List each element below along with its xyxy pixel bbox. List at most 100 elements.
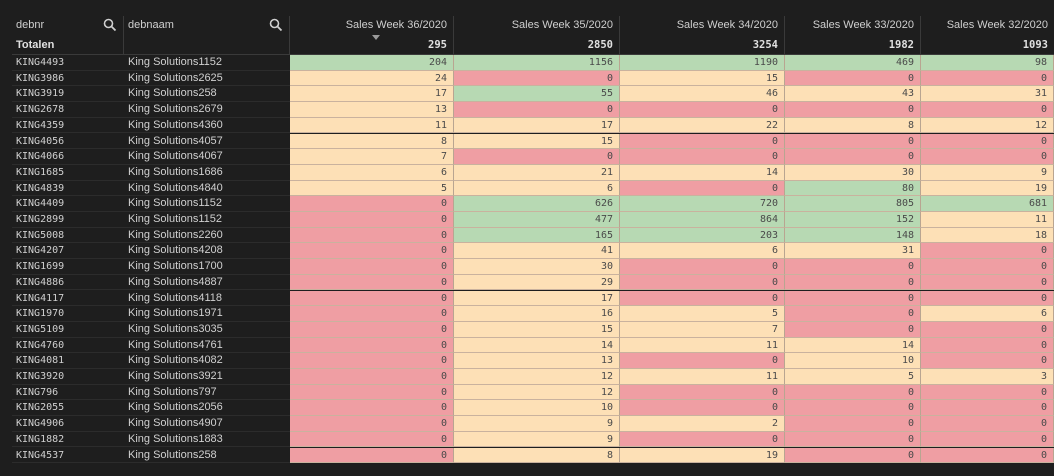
table-row[interactable]: KING4760 King Solutions4761 0 14 11 14 0 — [12, 337, 1054, 354]
table-row[interactable]: KING4839 King Solutions4840 5 6 0 80 19 — [12, 180, 1054, 197]
debnaam-cell[interactable]: King Solutions4067 — [124, 149, 290, 165]
debnr-cell[interactable]: KING3920 — [12, 369, 124, 385]
debnaam-cell[interactable]: King Solutions1152 — [124, 196, 290, 212]
table-row[interactable]: KING5109 King Solutions3035 0 15 7 0 0 — [12, 321, 1054, 338]
debnaam-cell[interactable]: King Solutions4840 — [124, 181, 290, 197]
debnr-cell[interactable]: KING2678 — [12, 102, 124, 118]
debnaam-cell[interactable]: King Solutions258 — [124, 448, 290, 464]
table-row[interactable]: KING1882 King Solutions1883 0 9 0 0 0 — [12, 431, 1054, 448]
debnaam-cell[interactable]: King Solutions4907 — [124, 416, 290, 432]
table-row[interactable]: KING2899 King Solutions1152 0 477 864 152 11 — [12, 212, 1054, 228]
debnr-cell[interactable]: KING3919 — [12, 86, 124, 103]
table-row[interactable]: KING4537 King Solutions258 0 8 19 0 0 — [12, 447, 1054, 464]
column-header-week-32[interactable]: Sales Week 32/2020 — [921, 16, 1054, 36]
sales-value-cell: 19 — [921, 180, 1054, 197]
debnaam-cell[interactable]: King Solutions4208 — [124, 243, 290, 260]
debnaam-cell[interactable]: King Solutions1883 — [124, 432, 290, 448]
debnaam-cell[interactable]: King Solutions2625 — [124, 71, 290, 87]
column-header-week-34[interactable]: Sales Week 34/2020 — [620, 16, 785, 36]
debnaam-cell[interactable]: King Solutions2260 — [124, 228, 290, 244]
debnr-cell[interactable]: KING3986 — [12, 71, 124, 87]
sales-value-cell: 12 — [921, 117, 1054, 134]
debnr-cell[interactable]: KING4906 — [12, 416, 124, 432]
search-icon[interactable] — [103, 18, 117, 32]
column-header-debnaam[interactable]: debnaam — [124, 16, 290, 36]
table-row[interactable]: KING796 King Solutions797 0 12 0 0 0 — [12, 384, 1054, 401]
debnr-cell[interactable]: KING4117 — [12, 291, 124, 307]
table-row[interactable]: KING3986 King Solutions2625 24 0 15 0 0 — [12, 70, 1054, 87]
debnr-cell[interactable]: KING1699 — [12, 259, 124, 275]
debnaam-cell[interactable]: King Solutions4360 — [124, 118, 290, 134]
sales-value-cell: 0 — [290, 321, 454, 338]
table-row[interactable]: KING1970 King Solutions1971 0 16 5 0 6 — [12, 306, 1054, 322]
debnr-cell[interactable]: KING4839 — [12, 181, 124, 197]
table-row[interactable]: KING3920 King Solutions3921 0 12 11 5 3 — [12, 369, 1054, 385]
debnr-cell[interactable]: KING4886 — [12, 275, 124, 291]
debnaam-cell[interactable]: King Solutions1686 — [124, 165, 290, 181]
column-header-label: Sales Week 35/2020 — [511, 19, 613, 31]
debnr-cell[interactable]: KING4359 — [12, 118, 124, 134]
search-icon[interactable] — [269, 18, 283, 32]
sales-value-cell: 0 — [290, 369, 454, 385]
table-row[interactable]: KING4886 King Solutions4887 0 29 0 0 0 — [12, 274, 1054, 291]
debnr-cell[interactable]: KING2899 — [12, 212, 124, 228]
debnaam-cell[interactable]: King Solutions4057 — [124, 134, 290, 150]
table-row[interactable]: KING1685 King Solutions1686 6 21 14 30 9 — [12, 164, 1054, 181]
debnaam-cell[interactable]: King Solutions258 — [124, 86, 290, 103]
sales-value-cell: 46 — [620, 86, 785, 103]
debnr-cell[interactable]: KING4207 — [12, 243, 124, 260]
table-row[interactable]: KING4117 King Solutions4118 0 17 0 0 0 — [12, 290, 1054, 307]
debnaam-cell[interactable]: King Solutions4082 — [124, 353, 290, 369]
table-row[interactable]: KING4056 King Solutions4057 8 15 0 0 0 — [12, 133, 1054, 150]
debnr-cell[interactable]: KING4760 — [12, 338, 124, 354]
debnaam-cell[interactable]: King Solutions1700 — [124, 259, 290, 275]
table-row[interactable]: KING4906 King Solutions4907 0 9 2 0 0 — [12, 416, 1054, 432]
debnaam-cell[interactable]: King Solutions1152 — [124, 212, 290, 228]
table-row[interactable]: KING2055 King Solutions2056 0 10 0 0 0 — [12, 400, 1054, 417]
sales-value-cell: 681 — [921, 196, 1054, 212]
table-row[interactable]: KING5008 King Solutions2260 0 165 203 148 18 — [12, 227, 1054, 244]
table-row[interactable]: KING2678 King Solutions2679 13 0 0 0 0 — [12, 102, 1054, 118]
debnaam-cell[interactable]: King Solutions1971 — [124, 306, 290, 322]
debnaam-cell[interactable]: King Solutions797 — [124, 385, 290, 401]
sales-value-cell: 0 — [921, 431, 1054, 448]
table-row[interactable]: KING1699 King Solutions1700 0 30 0 0 0 — [12, 259, 1054, 275]
sales-value-cell: 152 — [785, 212, 921, 228]
debnaam-cell[interactable]: King Solutions2679 — [124, 102, 290, 118]
table-row[interactable]: KING4207 King Solutions4208 0 41 6 31 0 — [12, 243, 1054, 260]
debnaam-cell[interactable]: King Solutions2056 — [124, 400, 290, 417]
debnr-cell[interactable]: KING1882 — [12, 432, 124, 448]
debnaam-cell[interactable]: King Solutions4118 — [124, 291, 290, 307]
debnaam-cell[interactable]: King Solutions1152 — [124, 55, 290, 71]
debnr-cell[interactable]: KING4409 — [12, 196, 124, 212]
sales-value-cell: 10 — [454, 400, 620, 417]
column-header-week-36[interactable]: Sales Week 36/2020 — [290, 16, 454, 40]
table-row[interactable]: KING4409 King Solutions1152 0 626 720 805 681 — [12, 196, 1054, 212]
debnaam-cell[interactable]: King Solutions3921 — [124, 369, 290, 385]
sales-value-cell: 0 — [785, 400, 921, 417]
debnaam-cell[interactable]: King Solutions4761 — [124, 338, 290, 354]
debnr-cell[interactable]: KING4056 — [12, 134, 124, 150]
debnr-cell[interactable]: KING2055 — [12, 400, 124, 417]
table-row[interactable]: KING4066 King Solutions4067 7 0 0 0 0 — [12, 149, 1054, 165]
table-row[interactable]: KING4493 King Solutions1152 204 1156 1190 469… — [12, 55, 1054, 71]
debnr-cell[interactable]: KING796 — [12, 385, 124, 401]
debnaam-cell[interactable]: King Solutions3035 — [124, 322, 290, 338]
debnr-cell[interactable]: KING1970 — [12, 306, 124, 322]
debnr-cell[interactable]: KING1685 — [12, 165, 124, 181]
column-header-debnr[interactable]: debnr — [12, 16, 124, 36]
column-header-week-33[interactable]: Sales Week 33/2020 — [785, 16, 921, 36]
sales-value-cell: 11 — [290, 117, 454, 134]
column-header-week-35[interactable]: Sales Week 35/2020 — [454, 16, 620, 36]
debnr-cell[interactable]: KING4081 — [12, 353, 124, 369]
table-row[interactable]: KING4359 King Solutions4360 11 17 22 8 12 — [12, 117, 1054, 134]
debnr-cell[interactable]: KING4066 — [12, 149, 124, 165]
table-row[interactable]: KING3919 King Solutions258 17 55 46 43 31 — [12, 86, 1054, 103]
debnr-cell[interactable]: KING4537 — [12, 448, 124, 464]
debnaam-cell[interactable]: King Solutions4887 — [124, 275, 290, 291]
debnr-cell[interactable]: KING5008 — [12, 228, 124, 244]
sales-value-cell: 80 — [785, 180, 921, 197]
debnr-cell[interactable]: KING5109 — [12, 322, 124, 338]
debnr-cell[interactable]: KING4493 — [12, 55, 124, 71]
table-row[interactable]: KING4081 King Solutions4082 0 13 0 10 0 — [12, 353, 1054, 369]
